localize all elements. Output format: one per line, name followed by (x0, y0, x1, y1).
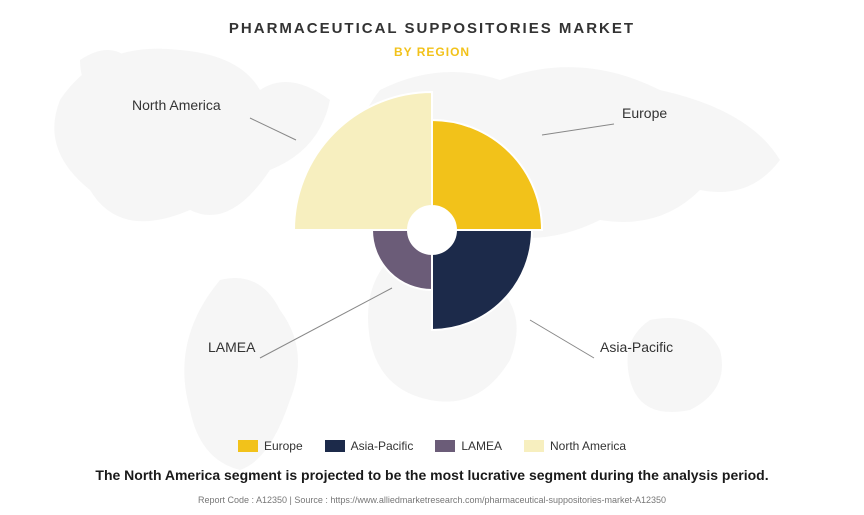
legend-swatch (435, 440, 455, 452)
source-url: https://www.alliedmarketresearch.com/pha… (330, 495, 666, 505)
pie-chart: Europe Asia-Pacific LAMEA North America (0, 10, 864, 450)
legend-item: Europe (238, 439, 303, 453)
slice-label: Asia-Pacific (600, 339, 673, 355)
leader-line (260, 288, 392, 358)
slice-label: Europe (622, 105, 667, 121)
legend-label: North America (550, 439, 626, 453)
content-wrapper: PHARMACEUTICAL SUPPOSITORIES MARKET BY R… (0, 0, 864, 515)
source-line: Report Code : A12350 | Source : https://… (0, 495, 864, 505)
legend-label: LAMEA (461, 439, 502, 453)
legend-item: North America (524, 439, 626, 453)
slice-label: LAMEA (208, 339, 256, 355)
pie-slice-north-america (294, 92, 432, 230)
legend-swatch (524, 440, 544, 452)
report-code: A12350 (256, 495, 287, 505)
source-sep: | Source : (287, 495, 330, 505)
legend-item: LAMEA (435, 439, 502, 453)
legend-swatch (238, 440, 258, 452)
leader-line (250, 118, 296, 140)
legend-label: Europe (264, 439, 303, 453)
slice-label: North America (132, 97, 221, 113)
leader-line (542, 124, 614, 135)
legend-item: Asia-Pacific (325, 439, 414, 453)
source-prefix: Report Code : (198, 495, 256, 505)
legend-swatch (325, 440, 345, 452)
legend: Europe Asia-Pacific LAMEA North America (0, 439, 864, 453)
legend-label: Asia-Pacific (351, 439, 414, 453)
leader-line (530, 320, 594, 358)
chart-area: Europe Asia-Pacific LAMEA North America (0, 60, 864, 400)
footer-note: The North America segment is projected t… (0, 467, 864, 483)
